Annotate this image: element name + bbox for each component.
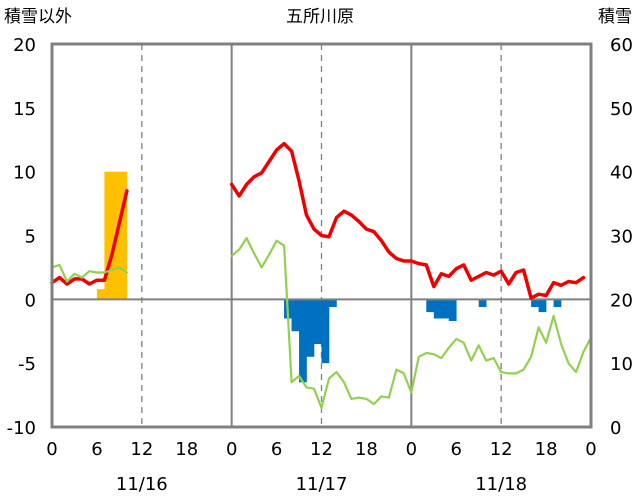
xtick-label: 12 <box>130 439 153 460</box>
red-series-line <box>50 189 129 286</box>
xtick-label: 12 <box>310 439 333 460</box>
date-label: 11/17 <box>296 474 348 495</box>
green-series-line <box>230 237 593 409</box>
precip-bar <box>538 299 547 313</box>
xtick-label: 12 <box>490 439 513 460</box>
precip-bar <box>299 299 307 383</box>
right-ytick-label: 40 <box>610 163 633 184</box>
xtick-label: 0 <box>585 439 596 460</box>
left-ytick-label: 15 <box>13 99 36 120</box>
xtick-label: 0 <box>406 439 417 460</box>
red-series-line <box>229 141 586 300</box>
left-ytick-label: 20 <box>13 35 36 56</box>
date-label: 11/16 <box>116 474 168 495</box>
right-axis-label: 積雪 <box>598 7 632 27</box>
precip-bar <box>104 171 113 300</box>
date-label: 11/18 <box>475 474 527 495</box>
xtick-label: 0 <box>46 439 57 460</box>
xtick-label: 0 <box>226 439 237 460</box>
precip-bar <box>119 171 128 300</box>
precip-bar <box>441 299 450 319</box>
precip-bar <box>553 299 562 307</box>
left-ytick-label: 10 <box>13 163 36 184</box>
right-ytick-label: 30 <box>610 227 633 248</box>
precip-bar <box>291 299 300 332</box>
plot-frame <box>50 42 593 429</box>
precip-bar <box>306 299 315 357</box>
xtick-label: 6 <box>91 439 102 460</box>
xtick-label: 6 <box>271 439 282 460</box>
right-ytick-label: 60 <box>610 35 633 56</box>
xtick-label: 18 <box>535 439 558 460</box>
left-axis-label: 積雪以外 <box>4 7 72 27</box>
precip-bar <box>478 299 487 307</box>
chart-title: 五所川原 <box>286 7 354 27</box>
left-ytick-label: 0 <box>25 290 36 311</box>
right-ytick-label: 50 <box>610 99 633 120</box>
frame-layer <box>50 42 593 429</box>
precip-bar <box>314 299 322 345</box>
green-series-line <box>50 263 129 283</box>
right-ytick-label: 10 <box>610 354 633 375</box>
precip-bar <box>531 299 539 307</box>
left-ytick-label: 5 <box>25 227 36 248</box>
left-ytick-label: -5 <box>18 354 36 375</box>
precip-bar <box>328 299 337 307</box>
xtick-label: 18 <box>175 439 198 460</box>
precip-bar <box>321 299 330 364</box>
left-ytick-label: -10 <box>7 418 36 439</box>
right-ytick-label: 20 <box>610 290 633 311</box>
precip-bar <box>426 299 435 313</box>
precip-bar <box>448 299 457 322</box>
precip-bar <box>433 299 442 319</box>
right-ytick-label: 0 <box>610 418 621 439</box>
xtick-label: 18 <box>355 439 378 460</box>
precip-bar <box>96 289 105 300</box>
xtick-label: 6 <box>451 439 462 460</box>
